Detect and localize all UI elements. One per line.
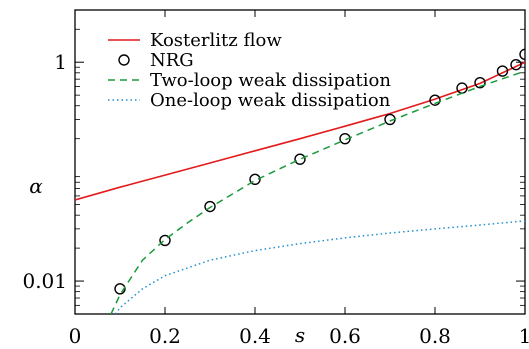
nrg-marker: [496, 65, 509, 77]
nrg-marker: [159, 234, 171, 247]
series-line-0: [75, 61, 525, 201]
nrg-marker: [114, 283, 126, 295]
nrg-marker: [204, 200, 216, 213]
y-axis-label: α: [29, 174, 43, 198]
series-line-2: [110, 70, 525, 314]
legend-marker: [118, 54, 130, 66]
x-tick-label: 0.4: [239, 324, 271, 348]
plot-frame: [74, 9, 526, 315]
legend-label: NRG: [150, 50, 194, 71]
series-line-3: [114, 220, 525, 314]
legend-label: One-loop weak dissipation: [150, 90, 391, 111]
series-clip-group: [75, 48, 525, 314]
x-tick-label: 0: [69, 324, 82, 348]
x-tick-label: 1: [519, 324, 529, 348]
nrg-marker: [429, 94, 441, 106]
y-tick-label: 1: [54, 50, 67, 74]
ticks: 0 0.2 0.4 0.6 0.8 1 0.01 1: [22, 9, 529, 348]
nrg-marker: [339, 132, 351, 145]
nrg-marker: [294, 153, 306, 165]
series-layer: [75, 48, 525, 314]
x-axis-label: s: [295, 323, 305, 347]
nrg-marker: [510, 58, 522, 71]
nrg-marker: [519, 48, 525, 61]
legend-label: Two-loop weak dissipation: [150, 70, 391, 91]
legend-label: Kosterlitz flow: [150, 30, 282, 51]
x-tick-label: 0.8: [419, 324, 451, 348]
nrg-marker: [474, 76, 486, 89]
nrg-marker: [249, 173, 261, 186]
x-tick-label: 0.6: [329, 324, 361, 348]
y-tick-label: 0.01: [22, 269, 67, 293]
x-tick-label: 0.2: [149, 324, 181, 348]
